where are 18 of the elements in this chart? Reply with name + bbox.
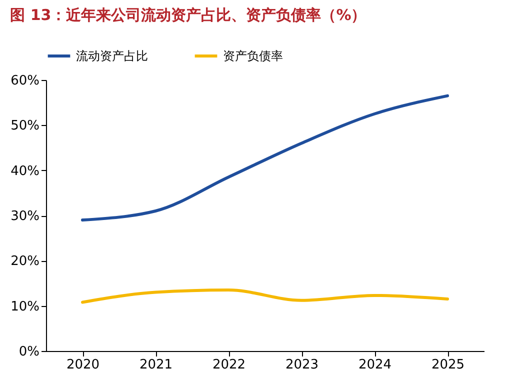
y-tick-label: 30% (10, 209, 40, 224)
line-series (81, 288, 449, 304)
y-tick-label: 0% (18, 344, 40, 360)
x-tick-label: 2020 (66, 358, 100, 372)
legend-label: 资产负债率 (223, 49, 283, 63)
y-tick-label: 40% (10, 164, 40, 179)
x-tick-label: 2025 (431, 358, 465, 372)
y-tick-label: 20% (10, 254, 40, 270)
x-tick-label: 2024 (358, 358, 392, 372)
x-tick-label: 2021 (139, 358, 173, 372)
y-tick-label: 10% (10, 299, 40, 314)
y-tick-label: 60% (10, 74, 40, 88)
y-tick-label: 50% (10, 118, 40, 134)
line-series (81, 94, 449, 222)
legend-label: 流动资产占比 (76, 49, 148, 63)
x-tick-label: 2023 (285, 358, 319, 372)
chart-title: 图 13：近年来公司流动资产占比、资产负债率（%） (10, 6, 366, 24)
x-tick-label: 2022 (212, 358, 246, 372)
